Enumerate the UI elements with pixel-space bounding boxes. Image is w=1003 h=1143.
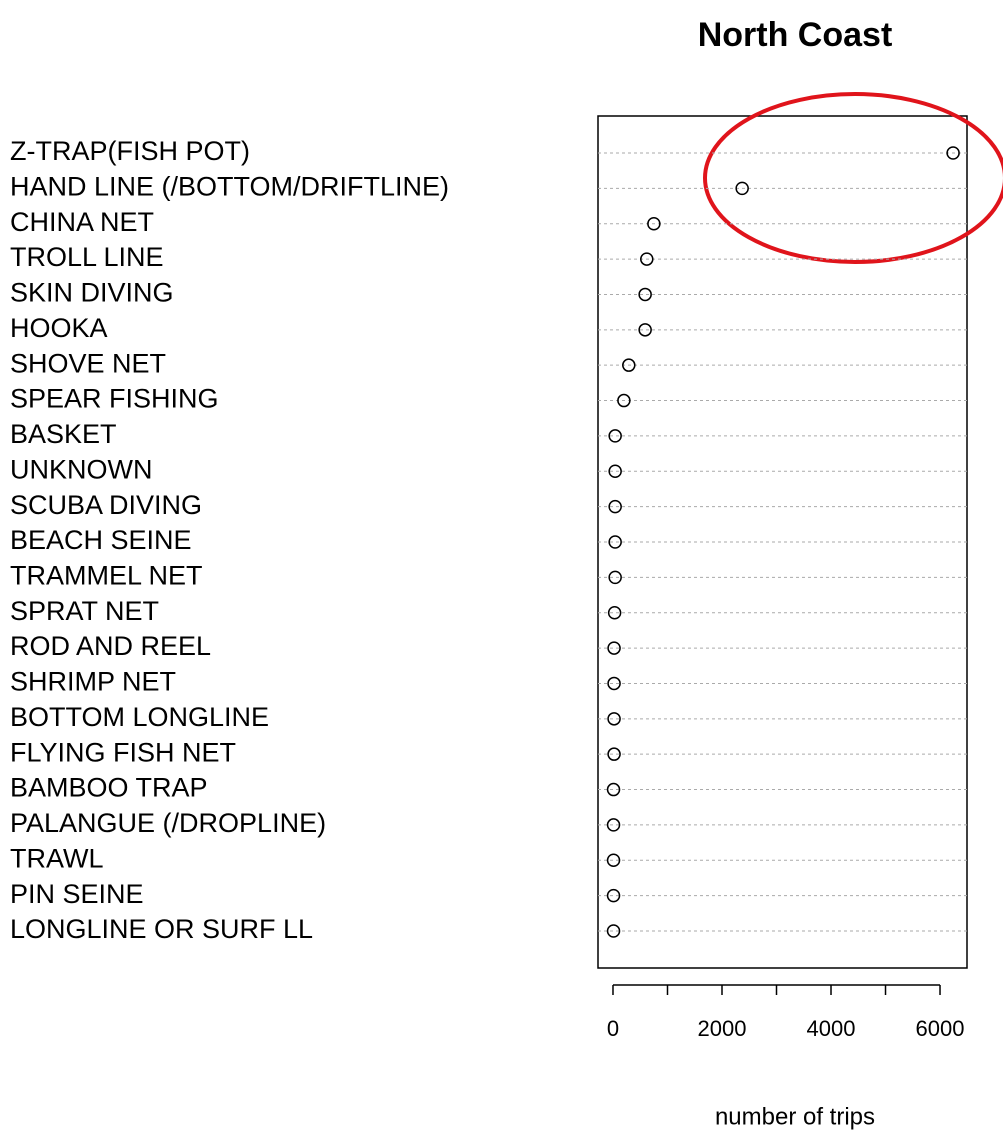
y-tick-label: PALANGUE (/DROPLINE) [10,808,326,838]
y-tick-label: TRAMMEL NET [10,560,203,590]
x-tick-label: 4000 [807,1016,856,1041]
y-tick-label: PIN SEINE [10,879,144,909]
y-tick-label: BASKET [10,419,117,449]
dot [606,888,621,903]
x-tick-label: 0 [607,1016,619,1041]
dot [607,676,621,691]
y-tick-label: TROLL LINE [10,242,164,272]
dot [617,393,631,408]
y-tick-label: SPRAT NET [10,596,159,626]
y-tick-label: SPEAR FISHING [10,384,219,414]
dot [608,535,622,549]
dot [606,818,621,832]
dot [607,712,621,726]
y-tick-label: ROD AND REEL [10,631,211,661]
dot [647,216,661,231]
y-tick-label: HAND LINE (/BOTTOM/DRIFTLINE) [10,171,449,201]
y-tick-label: UNKNOWN [10,454,153,484]
dot [638,323,652,337]
dot [735,181,749,196]
y-tick-label: SHOVE NET [10,348,166,378]
dot [606,924,621,938]
dot [608,429,622,443]
dot [946,146,960,160]
dot [608,464,622,479]
dot [608,499,622,514]
y-tick-label: SKIN DIVING [10,278,174,308]
y-tick-label: BEACH SEINE [10,525,192,555]
dot [640,252,654,266]
dot [607,605,622,620]
dot [606,782,621,797]
y-tick-label: BAMBOO TRAP [10,773,208,803]
y-tick-label: SCUBA DIVING [10,490,202,520]
chart-title: North Coast [698,16,893,54]
x-axis-label: number of trips [715,1103,875,1130]
dot [606,853,621,868]
y-tick-label: HOOKA [10,313,108,343]
y-tick-label: LONGLINE OR SURF LL [10,914,313,944]
x-tick-label: 2000 [698,1016,747,1041]
dot [607,747,621,761]
y-tick-label: BOTTOM LONGLINE [10,702,269,732]
x-tick-label: 6000 [916,1016,965,1041]
dot [622,358,636,372]
y-tick-label: Z-TRAP(FISH POT) [10,136,250,166]
y-tick-label: FLYING FISH NET [10,737,236,767]
y-tick-label: CHINA NET [10,207,154,237]
dot [638,287,652,302]
y-tick-label: TRAWL [10,843,104,873]
highlight-ellipse [703,92,1003,264]
y-tick-label: SHRIMP NET [10,667,176,697]
dot [607,641,621,655]
dot [608,570,622,585]
